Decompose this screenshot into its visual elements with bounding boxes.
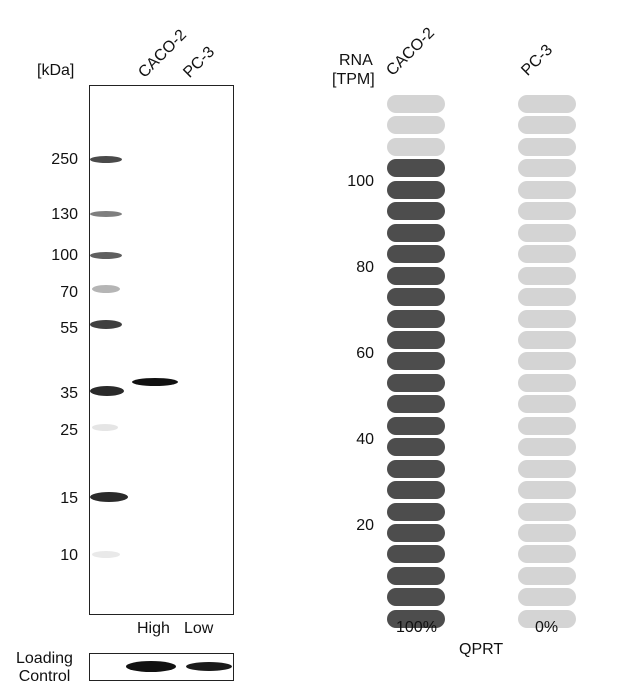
pc3-tpm-segment — [518, 524, 576, 542]
ladder-band-35 — [90, 386, 124, 396]
pc3-tpm-segment — [518, 395, 576, 414]
caco2-tpm-segment — [387, 459, 445, 478]
pc3-tpm-segment — [518, 116, 576, 135]
pc3-tpm-segment — [518, 459, 576, 478]
tpm-tick-80: 80 — [356, 259, 374, 276]
caco2-tpm-segment — [387, 588, 445, 607]
caco2-tpm-segment — [387, 309, 445, 328]
caco2-tpm-segment — [387, 95, 445, 113]
caco2-tpm-segment — [387, 609, 445, 628]
loading-control-label: Loading Control — [16, 650, 73, 685]
caco2-tpm-segment — [387, 438, 445, 457]
pc3-tpm-segment — [518, 288, 576, 307]
caco2-tpm-segment — [387, 223, 445, 242]
kda-unit-label: [kDa] — [37, 62, 75, 79]
ladder-band-15 — [90, 492, 128, 502]
expression-label-high: High — [137, 620, 170, 637]
caco2-tpm-segment — [387, 373, 445, 392]
ladder-band-70 — [92, 285, 120, 293]
caco2-tpm-segment — [387, 502, 445, 521]
caco2-tpm-segment — [387, 137, 445, 156]
pc3-tpm-segment — [518, 266, 576, 285]
caco2-tpm-segment — [387, 566, 445, 585]
expression-label-low: Low — [184, 620, 214, 637]
caco2-tpm-segment — [387, 416, 445, 435]
ladder-band-250 — [90, 156, 122, 163]
pc3-tpm-segment — [518, 137, 576, 156]
pc3-tpm-segment — [518, 223, 576, 242]
loading-control-band-caco2 — [126, 661, 176, 672]
marker-label-100: 100 — [51, 247, 78, 264]
marker-label-130: 130 — [51, 206, 78, 223]
pc3-tpm-segment — [518, 330, 576, 349]
rna-axis-label: RNA — [339, 52, 373, 69]
caco2-tpm-segment — [387, 545, 445, 564]
tpm-tick-20: 20 — [356, 517, 374, 534]
caco2-tpm-segment — [387, 524, 445, 542]
pc3-tpm-segment — [518, 609, 576, 628]
pc3-tpm-segment — [518, 245, 576, 264]
percentage-caco2: 100% — [396, 619, 437, 636]
caco2-tpm-segment — [387, 395, 445, 414]
caco2-tpm-segment — [387, 330, 445, 349]
rna-cell-line-caco2: CACO-2 — [383, 24, 439, 80]
tpm-axis-label: [TPM] — [332, 71, 375, 88]
pc3-tpm-segment — [518, 373, 576, 392]
caco2-tpm-segment — [387, 202, 445, 221]
tpm-tick-40: 40 — [356, 431, 374, 448]
pc3-tpm-segment — [518, 438, 576, 457]
ladder-band-130 — [90, 211, 122, 217]
caco2-tpm-segment — [387, 352, 445, 371]
caco2-protein-band — [132, 378, 178, 386]
marker-label-10: 10 — [60, 547, 78, 564]
tpm-tick-100: 100 — [347, 173, 374, 190]
gene-name: QPRT — [459, 641, 504, 658]
caco2-tpm-segment — [387, 116, 445, 135]
pc3-tpm-segment — [518, 309, 576, 328]
blot-membrane — [89, 85, 234, 615]
pc3-tpm-segment — [518, 502, 576, 521]
rna-cell-line-pc3: PC-3 — [518, 41, 557, 80]
pc3-tpm-segment — [518, 159, 576, 178]
caco2-tpm-segment — [387, 266, 445, 285]
pc3-tpm-segment — [518, 352, 576, 371]
pc3-tpm-segment — [518, 202, 576, 221]
marker-label-25: 25 — [60, 422, 78, 439]
pc3-tpm-segment — [518, 481, 576, 500]
marker-label-70: 70 — [60, 284, 78, 301]
lane-label-caco2: CACO-2 — [135, 26, 191, 82]
tpm-tick-60: 60 — [356, 345, 374, 362]
caco2-tpm-segment — [387, 159, 445, 178]
ladder-band-100 — [90, 252, 122, 259]
pc3-tpm-segment — [518, 545, 576, 564]
marker-label-35: 35 — [60, 385, 78, 402]
caco2-tpm-segment — [387, 481, 445, 500]
caco2-tpm-segment — [387, 288, 445, 307]
lane-label-pc3: PC-3 — [180, 43, 219, 82]
marker-label-55: 55 — [60, 320, 78, 337]
pc3-tpm-segment — [518, 95, 576, 113]
loading-control-strip — [89, 653, 234, 681]
ladder-band-25 — [92, 424, 118, 431]
pc3-tpm-segment — [518, 416, 576, 435]
pc3-tpm-segment — [518, 566, 576, 585]
marker-label-15: 15 — [60, 490, 78, 507]
pc3-tpm-segment — [518, 588, 576, 607]
percentage-pc3: 0% — [535, 619, 559, 636]
ladder-band-55 — [90, 320, 122, 329]
marker-label-250: 250 — [51, 151, 78, 168]
loading-control-band-pc3 — [186, 662, 232, 671]
pc3-tpm-segment — [518, 180, 576, 199]
caco2-tpm-segment — [387, 245, 445, 264]
ladder-band-10 — [92, 551, 120, 558]
caco2-tpm-segment — [387, 180, 445, 199]
